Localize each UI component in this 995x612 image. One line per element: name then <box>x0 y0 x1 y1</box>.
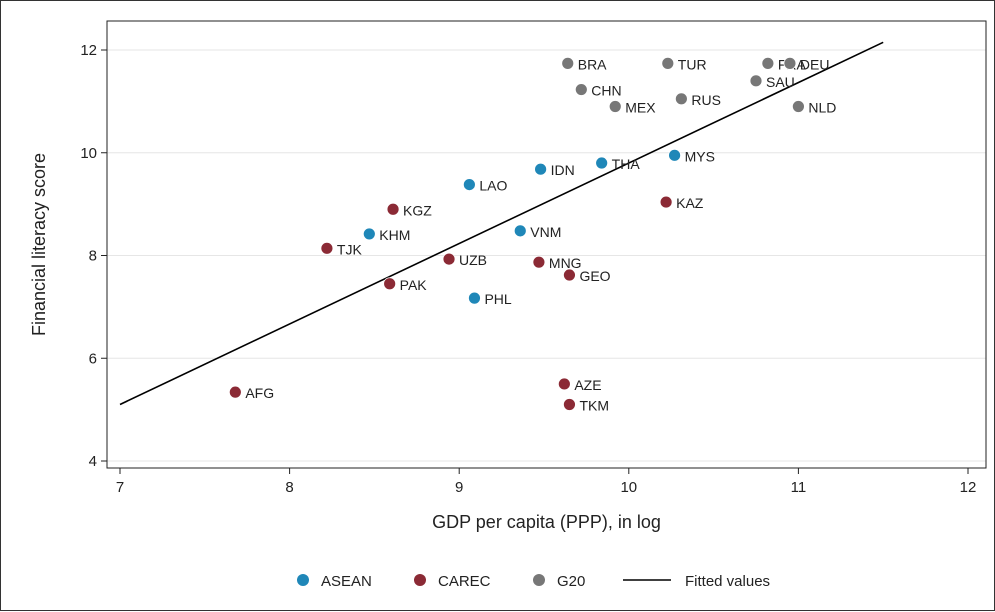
point-label-phl: PHL <box>484 291 511 307</box>
point-label-afg: AFG <box>245 385 274 401</box>
point-bra <box>561 56 575 70</box>
point-label-mys: MYS <box>685 148 715 164</box>
x-tick-label: 10 <box>620 479 637 496</box>
x-tick-label: 9 <box>455 479 463 496</box>
point-label-tur: TUR <box>678 56 707 72</box>
point-khm <box>362 227 376 241</box>
point-vnm <box>513 224 527 238</box>
legend-marker-asean <box>297 574 309 586</box>
point-idn <box>534 162 548 176</box>
point-lao <box>462 178 476 192</box>
point-label-lao: LAO <box>479 178 507 194</box>
point-label-vnm: VNM <box>530 224 561 240</box>
point-afg <box>228 385 242 399</box>
fitted-line-path <box>119 41 884 406</box>
point-label-idn: IDN <box>551 162 575 178</box>
point-label-pak: PAK <box>400 277 428 293</box>
point-label-mex: MEX <box>625 100 656 116</box>
point-label-mng: MNG <box>549 255 582 271</box>
point-label-nld: NLD <box>808 100 836 116</box>
legend-label-carec: CAREC <box>438 573 491 590</box>
point-label-deu: DEU <box>800 56 830 72</box>
point-label-tkm: TKM <box>579 397 609 413</box>
point-label-geo: GEO <box>579 268 610 284</box>
y-tick-label: 6 <box>89 350 97 367</box>
legend-marker-g20 <box>533 574 545 586</box>
point-nld <box>792 100 805 113</box>
point-tkm <box>563 398 576 411</box>
point-label-bra: BRA <box>578 56 607 72</box>
point-aze <box>557 377 571 391</box>
point-fra <box>761 56 775 70</box>
point-rus <box>674 92 688 106</box>
point-pak <box>383 277 397 291</box>
point-mng <box>532 255 546 269</box>
point-geo <box>563 268 576 282</box>
grid-lines <box>107 49 986 462</box>
y-tick-label: 12 <box>80 42 97 59</box>
x-tick-label: 8 <box>285 479 293 496</box>
point-kgz <box>386 202 400 216</box>
legend-label-g20: G20 <box>557 573 585 590</box>
point-kaz <box>659 195 673 209</box>
plot-area <box>106 20 987 469</box>
point-label-aze: AZE <box>574 377 601 393</box>
point-deu <box>783 56 797 70</box>
point-label-tha: THA <box>612 156 641 172</box>
point-mex <box>608 100 622 113</box>
legend-label-fitted-values: Fitted values <box>685 573 770 590</box>
point-tur <box>661 56 675 70</box>
point-chn <box>574 83 588 96</box>
point-label-uzb: UZB <box>459 252 487 268</box>
point-label-sau: SAU <box>766 74 795 90</box>
y-tick-label: 4 <box>89 453 97 470</box>
fitted-line <box>119 41 884 406</box>
legend-label-asean: ASEAN <box>321 573 372 590</box>
y-axis-label: Financial literacy score <box>29 153 49 336</box>
x-axis-label: GDP per capita (PPP), in log <box>432 512 661 532</box>
point-label-tjk: TJK <box>337 241 363 257</box>
point-label-kaz: KAZ <box>676 195 704 211</box>
point-label-kgz: KGZ <box>403 202 432 218</box>
x-tick-label: 11 <box>791 479 807 496</box>
point-mys <box>668 148 681 162</box>
x-tick-label: 7 <box>116 479 124 496</box>
point-label-rus: RUS <box>691 92 721 108</box>
point-tjk <box>320 241 334 255</box>
axes: 4 6 8 10 12 7 8 9 10 11 12 <box>80 42 976 496</box>
point-uzb <box>442 252 456 266</box>
point-label-khm: KHM <box>379 227 410 243</box>
point-label-chn: CHN <box>591 83 621 99</box>
point-tha <box>595 156 609 170</box>
legend: ASEAN CAREC G20 Fitted values <box>297 573 770 590</box>
y-tick-label: 8 <box>89 248 97 265</box>
y-tick-label: 10 <box>80 145 97 162</box>
point-sau <box>749 74 763 88</box>
x-tick-label: 12 <box>960 479 977 496</box>
point-phl <box>468 291 481 305</box>
legend-marker-carec <box>414 574 426 586</box>
